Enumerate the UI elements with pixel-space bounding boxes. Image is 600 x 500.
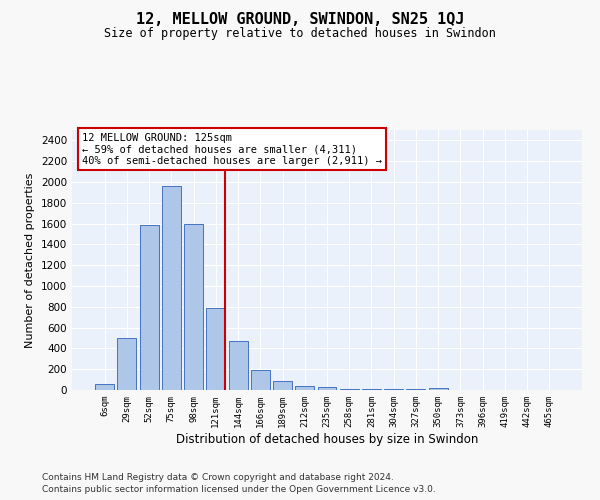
Bar [162,186,181,390]
Text: Contains public sector information licensed under the Open Government Licence v3: Contains public sector information licen… [42,485,436,494]
Bar [317,388,337,390]
Bar [295,386,314,390]
Bar [95,384,114,390]
Text: 12, MELLOW GROUND, SWINDON, SN25 1QJ: 12, MELLOW GROUND, SWINDON, SN25 1QJ [136,12,464,28]
Bar [229,341,248,390]
Bar [273,380,292,390]
Bar [206,308,225,390]
Text: 12 MELLOW GROUND: 125sqm
← 59% of detached houses are smaller (4,311)
40% of sem: 12 MELLOW GROUND: 125sqm ← 59% of detach… [82,132,382,166]
Y-axis label: Number of detached properties: Number of detached properties [25,172,35,348]
Text: Distribution of detached houses by size in Swindon: Distribution of detached houses by size … [176,432,478,446]
Bar [184,224,203,390]
Bar [429,388,448,390]
Text: Size of property relative to detached houses in Swindon: Size of property relative to detached ho… [104,28,496,40]
Bar [251,370,270,390]
Bar [118,338,136,390]
Bar [140,224,158,390]
Text: Contains HM Land Registry data © Crown copyright and database right 2024.: Contains HM Land Registry data © Crown c… [42,472,394,482]
